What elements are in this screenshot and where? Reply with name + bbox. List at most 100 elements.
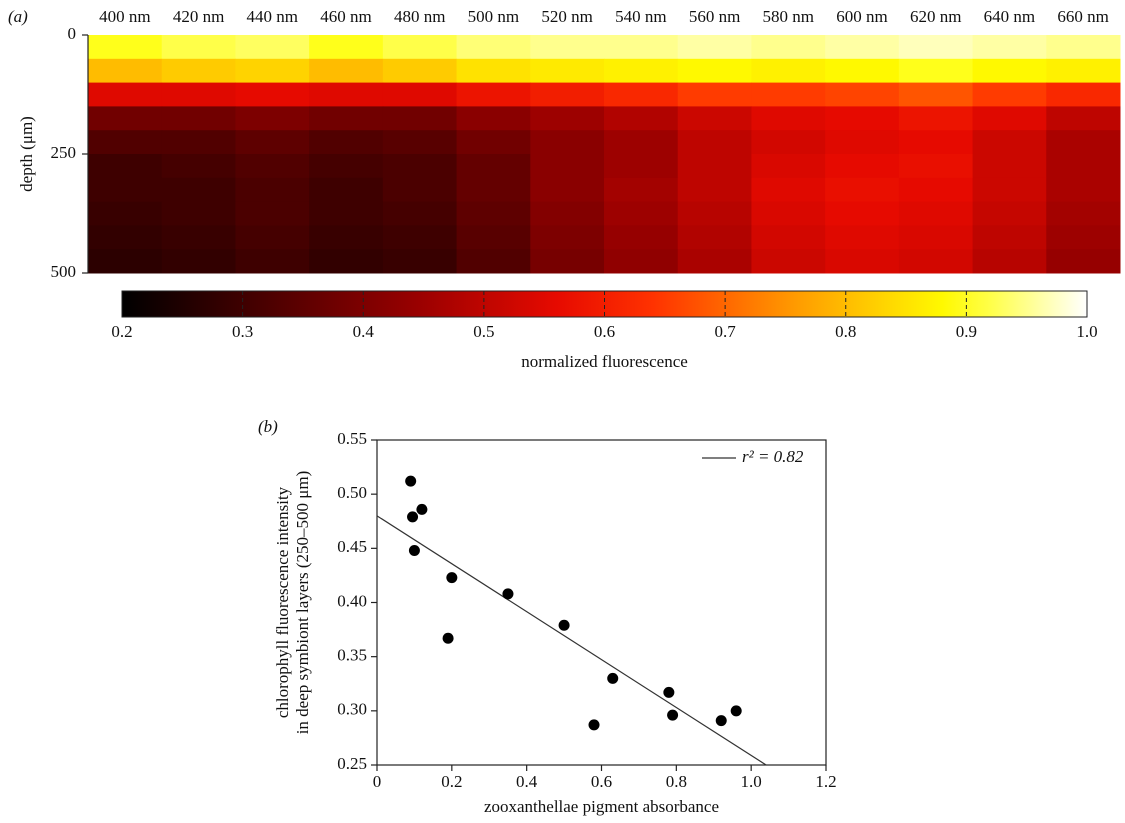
colorbar-tick-label: 0.2 bbox=[111, 322, 132, 341]
heat-cell bbox=[1046, 249, 1121, 274]
heat-cell bbox=[1046, 106, 1121, 131]
heat-cell bbox=[382, 35, 458, 60]
heat-cell bbox=[88, 130, 163, 155]
y-tick-label: 0.35 bbox=[337, 646, 367, 665]
data-point bbox=[408, 545, 420, 556]
heat-cell bbox=[825, 106, 900, 131]
heat-cell bbox=[161, 35, 236, 60]
data-point bbox=[663, 686, 675, 698]
heat-cell bbox=[1046, 130, 1121, 155]
heat-cell bbox=[677, 58, 752, 84]
heat-cell bbox=[677, 177, 752, 203]
heat-cell bbox=[309, 177, 384, 203]
heat-cell bbox=[604, 35, 679, 60]
colorbar-tick-label: 0.3 bbox=[232, 322, 253, 341]
data-point bbox=[667, 709, 679, 721]
heat-cell bbox=[1046, 35, 1121, 60]
heat-cell bbox=[1046, 58, 1121, 84]
heat-cell bbox=[161, 225, 236, 250]
heat-cell bbox=[235, 58, 310, 84]
data-point bbox=[502, 588, 514, 600]
y-tick-label: 0 bbox=[68, 24, 77, 43]
y-tick-label: 0.45 bbox=[337, 537, 367, 556]
heat-cell bbox=[1046, 82, 1121, 107]
data-point bbox=[558, 619, 570, 631]
heat-cell bbox=[677, 154, 752, 179]
heat-cell bbox=[235, 82, 310, 107]
heat-cell bbox=[604, 106, 679, 131]
heat-cell bbox=[456, 106, 531, 131]
heat-cell bbox=[382, 225, 458, 250]
heat-cell bbox=[161, 249, 236, 274]
column-label: 480 nm bbox=[394, 7, 445, 26]
column-label: 420 nm bbox=[173, 7, 224, 26]
heat-cell bbox=[898, 58, 974, 84]
data-point bbox=[607, 672, 619, 684]
heat-cell bbox=[309, 225, 384, 250]
heat-cell bbox=[825, 58, 900, 84]
heat-cell bbox=[88, 82, 163, 107]
x-tick-label: 0.2 bbox=[441, 772, 462, 791]
heat-cell bbox=[825, 35, 900, 60]
heat-cell bbox=[751, 106, 826, 131]
heat-cell bbox=[604, 201, 679, 226]
heat-cell bbox=[235, 154, 310, 179]
heat-cell bbox=[898, 225, 974, 250]
heat-cell bbox=[751, 58, 826, 84]
x-tick-label: 0.4 bbox=[516, 772, 538, 791]
data-point bbox=[405, 475, 417, 487]
heat-cell bbox=[972, 58, 1047, 84]
heat-cell bbox=[972, 225, 1047, 250]
heat-cell bbox=[530, 177, 605, 203]
heat-cell bbox=[677, 82, 752, 107]
heat-cell bbox=[530, 82, 605, 107]
heat-cell bbox=[456, 225, 531, 250]
data-point bbox=[416, 503, 428, 515]
heat-cell bbox=[751, 35, 826, 60]
y-tick-label: 500 bbox=[51, 262, 77, 281]
heat-cell bbox=[235, 177, 310, 203]
column-label: 520 nm bbox=[541, 7, 592, 26]
column-label: 440 nm bbox=[247, 7, 298, 26]
heat-cell bbox=[88, 225, 163, 250]
heat-cell bbox=[604, 82, 679, 107]
heat-cell bbox=[161, 201, 236, 226]
x-tick-label: 1.0 bbox=[741, 772, 762, 791]
heat-cell bbox=[825, 225, 900, 250]
colorbar-title: normalized fluorescence bbox=[521, 352, 688, 371]
heat-cell bbox=[898, 201, 974, 226]
panel-label: (b) bbox=[258, 417, 278, 436]
heat-cell bbox=[898, 177, 974, 203]
heat-cell bbox=[898, 249, 974, 274]
heat-cell bbox=[235, 225, 310, 250]
column-label: 620 nm bbox=[910, 7, 961, 26]
heat-cell bbox=[1046, 225, 1121, 250]
data-point bbox=[446, 572, 458, 584]
heat-cell bbox=[898, 154, 974, 179]
heat-cell bbox=[604, 154, 679, 179]
heat-cell bbox=[972, 154, 1047, 179]
column-label: 600 nm bbox=[836, 7, 887, 26]
column-label: 540 nm bbox=[615, 7, 666, 26]
x-tick-label: 0.8 bbox=[666, 772, 687, 791]
heat-cell bbox=[530, 249, 605, 274]
column-label: 660 nm bbox=[1057, 7, 1108, 26]
heat-cell bbox=[161, 106, 236, 131]
data-point bbox=[442, 632, 454, 644]
heat-cell bbox=[604, 58, 679, 84]
y-tick-label: 0.40 bbox=[337, 591, 367, 610]
heat-cell bbox=[530, 130, 605, 155]
heat-cell bbox=[161, 58, 236, 84]
colorbar-tick-label: 0.4 bbox=[353, 322, 375, 341]
column-label: 560 nm bbox=[689, 7, 740, 26]
heat-cell bbox=[88, 154, 163, 179]
heat-cell bbox=[382, 177, 458, 203]
colorbar-tick-label: 0.5 bbox=[473, 322, 494, 341]
heat-cell bbox=[235, 249, 310, 274]
heat-cell bbox=[677, 130, 752, 155]
heat-cell bbox=[825, 201, 900, 226]
heat-cell bbox=[530, 154, 605, 179]
heat-cell bbox=[456, 177, 531, 203]
data-point bbox=[407, 511, 419, 523]
